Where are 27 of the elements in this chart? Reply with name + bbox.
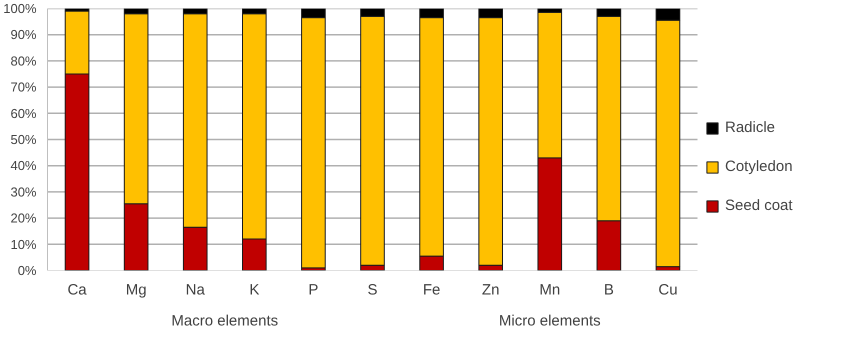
y-tick-label: 50% [10, 132, 37, 147]
text: Macro elements [171, 312, 278, 330]
y-tick-label: 0% [18, 263, 37, 278]
x-tick-label: S [368, 282, 378, 298]
y-tick-label: 10% [10, 236, 37, 252]
y-tick-label: 60% [10, 106, 37, 121]
x-tick-label: Ca [67, 282, 88, 298]
legend-label: Seed coat [725, 197, 793, 214]
y-tick-label: 100% [3, 1, 37, 16]
x-tick-label: Mn [539, 282, 560, 298]
y-tick-label: 80% [10, 53, 37, 68]
y-tick-label: 20% [10, 210, 37, 226]
x-tick-label: Zn [482, 282, 500, 298]
x-tick-label: Fe [422, 282, 440, 298]
x-tick-label: Na [186, 282, 206, 298]
legend-label: Radicle [725, 119, 776, 136]
y-tick-label: 90% [10, 27, 37, 42]
text: Micro elements [498, 312, 601, 330]
y-tick-label: 70% [10, 80, 37, 95]
x-tick-label: Mg [126, 282, 147, 298]
x-tick-label: B [604, 282, 614, 298]
x-tick-label: K [249, 282, 260, 298]
x-tick-label: Cu [658, 282, 678, 298]
x-tick-label: P [308, 282, 318, 298]
y-tick-label: 40% [10, 158, 37, 174]
legend-label: Cotyledon [725, 158, 793, 175]
y-tick-label: 30% [10, 184, 37, 200]
